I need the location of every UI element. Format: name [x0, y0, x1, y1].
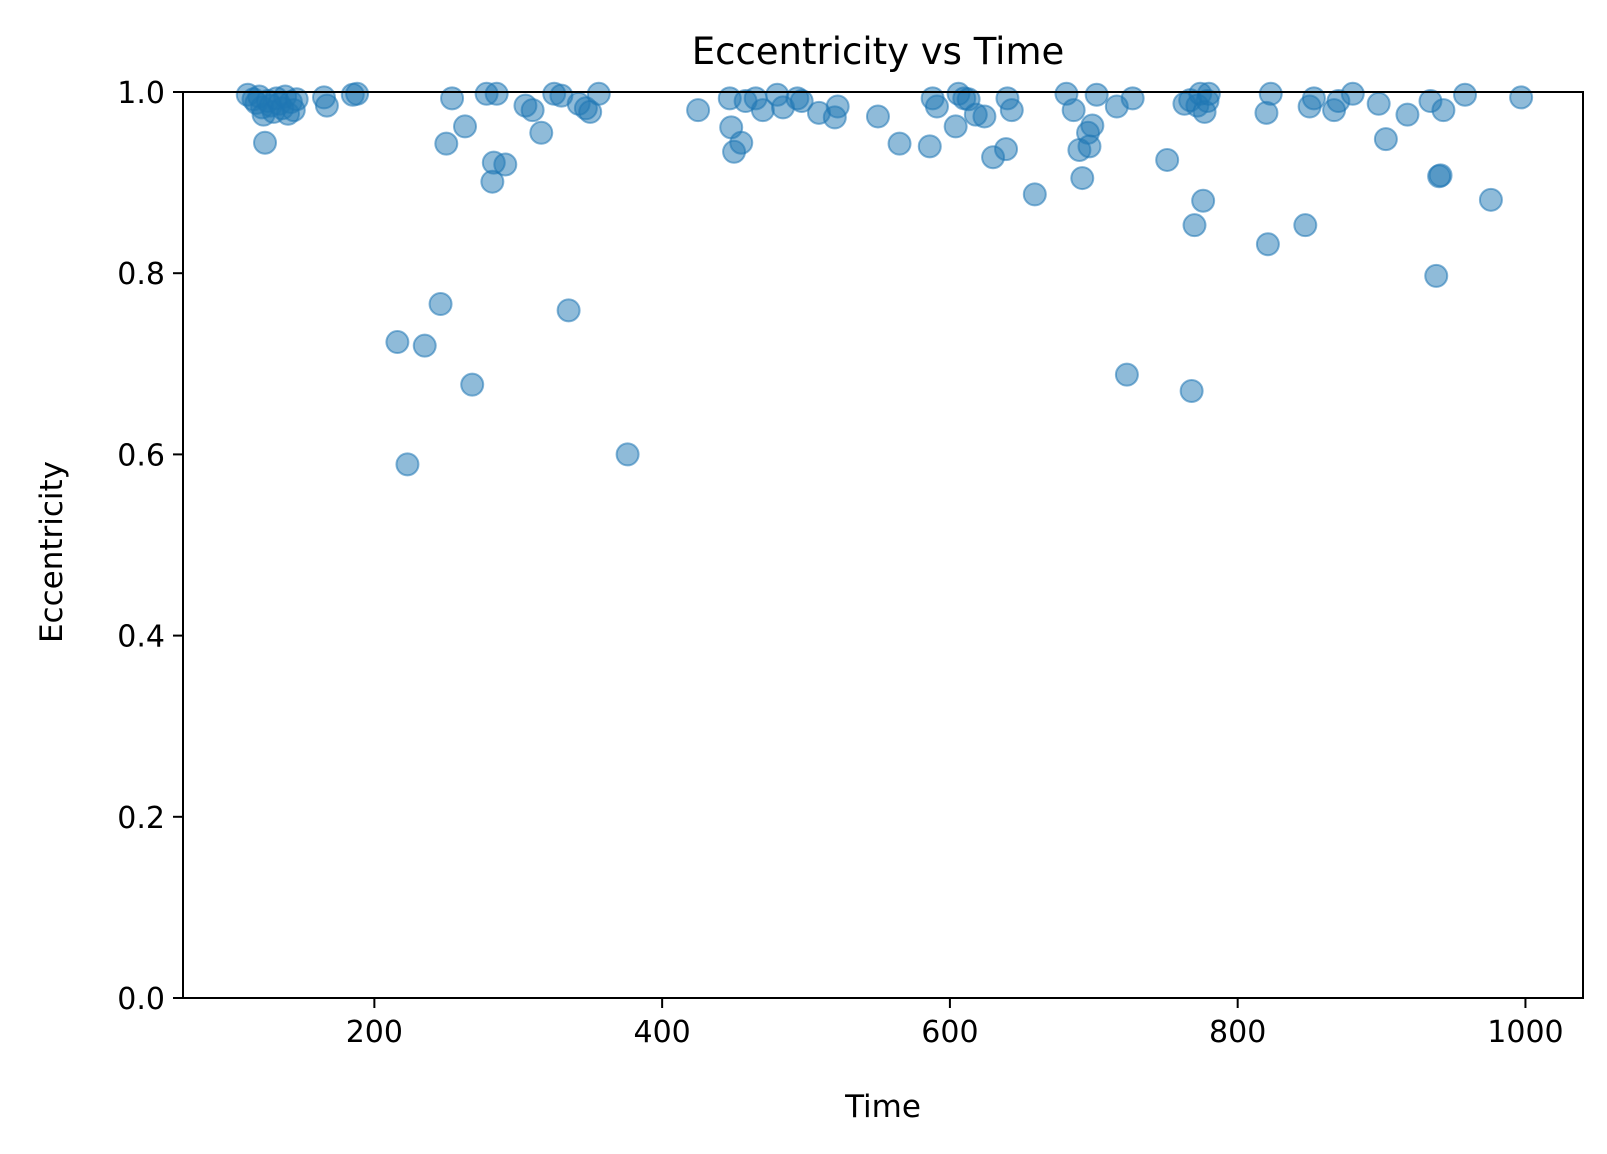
data-point: [1395, 102, 1420, 127]
plot-frame: [182, 91, 1584, 999]
data-point: [385, 330, 410, 355]
data-point: [586, 81, 611, 106]
x-axis: 200 400 600 800 1000: [346, 998, 1564, 1050]
y-axis-label: Eccentricity: [34, 461, 70, 643]
x-tick-label: 600: [921, 1015, 978, 1050]
data-point: [789, 89, 814, 114]
data-point: [924, 94, 949, 119]
data-point: [1179, 378, 1204, 403]
data-point: [1424, 263, 1449, 288]
data-point: [1182, 213, 1207, 238]
y-tick-label: 0.2: [117, 801, 165, 836]
data-point: [917, 134, 942, 159]
chart-title: Eccentricity vs Time: [692, 30, 1065, 73]
data-point: [1509, 85, 1534, 110]
data-point: [493, 152, 518, 177]
data-point: [1077, 134, 1102, 159]
data-point: [1114, 362, 1139, 387]
data-point: [1070, 166, 1095, 191]
data-point: [887, 131, 912, 156]
data-point: [345, 81, 370, 106]
data-point: [1428, 163, 1453, 188]
data-point: [1293, 213, 1318, 238]
y-axis: 0.0 0.2 0.4 0.6 0.8 1.0: [117, 76, 183, 1017]
data-point: [999, 98, 1024, 123]
data-point: [1061, 98, 1086, 123]
data-point: [1255, 232, 1280, 257]
data-point: [1120, 86, 1145, 111]
data-point: [1191, 188, 1216, 213]
data-point: [314, 93, 339, 118]
data-point: [520, 98, 545, 123]
data-point: [412, 333, 437, 358]
data-point: [395, 452, 420, 477]
x-tick-label: 800: [1209, 1015, 1266, 1050]
data-point: [284, 87, 309, 112]
data-point: [943, 114, 968, 139]
x-tick-label: 1000: [1487, 1015, 1563, 1050]
y-tick-label: 0.8: [117, 257, 165, 292]
data-point: [615, 442, 640, 467]
data-point: [529, 120, 554, 145]
data-point: [994, 137, 1019, 162]
data-point: [1431, 98, 1456, 123]
data-point: [1022, 182, 1047, 207]
points-layer: [235, 81, 1534, 477]
data-point: [440, 86, 465, 111]
data-point: [460, 372, 485, 397]
x-tick-label: 200: [346, 1015, 403, 1050]
data-point: [484, 81, 509, 106]
data-point: [972, 104, 997, 129]
data-point: [686, 98, 711, 123]
data-point: [434, 131, 459, 156]
data-point: [253, 130, 278, 155]
data-point: [1453, 82, 1478, 107]
x-tick-label: 400: [634, 1015, 691, 1050]
data-point: [1258, 81, 1283, 106]
data-point: [1373, 127, 1398, 152]
data-point: [1366, 91, 1391, 116]
y-tick-label: 0.6: [117, 438, 165, 473]
data-point: [1196, 81, 1221, 106]
y-tick-label: 0.4: [117, 620, 165, 655]
x-axis-label: Time: [844, 1089, 921, 1125]
data-point: [865, 104, 890, 129]
data-point: [428, 292, 453, 317]
data-point: [1478, 187, 1503, 212]
data-point: [1084, 82, 1109, 107]
data-point: [1155, 147, 1180, 172]
data-point: [556, 298, 581, 323]
data-point: [453, 114, 478, 139]
y-tick-label: 0.0: [117, 982, 165, 1017]
data-point: [1301, 86, 1326, 111]
data-point: [825, 94, 850, 119]
data-point: [1080, 113, 1105, 138]
data-point: [1340, 81, 1365, 106]
data-point: [729, 130, 754, 155]
y-tick-label: 1.0: [117, 76, 165, 111]
